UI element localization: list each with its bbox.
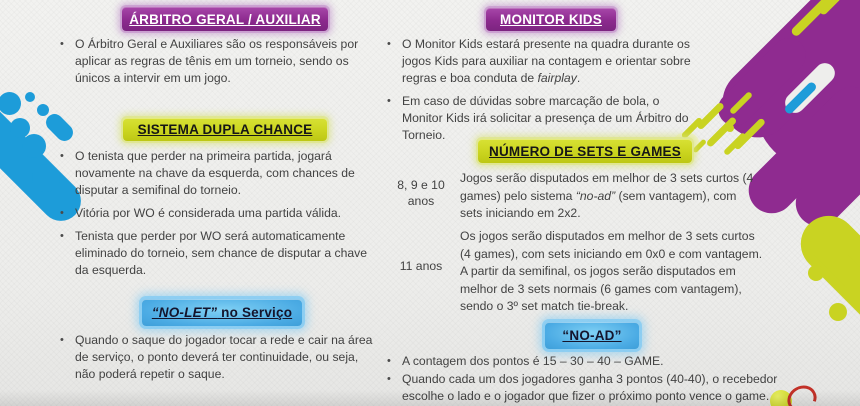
green-dot bbox=[726, 124, 734, 132]
green-splash-dot bbox=[808, 265, 824, 281]
age-group-label-8-9-10: 8, 9 e 10 anos bbox=[397, 178, 445, 208]
section-header-no-ad-label: “NO-AD” bbox=[562, 328, 622, 343]
age-group-rules-11: Os jogos serão disputados em melhor de 3… bbox=[460, 229, 763, 313]
arbitro-bullet-list: • O Árbitro Geral e Auxiliares são os re… bbox=[58, 36, 378, 93]
bullet-marker: • bbox=[387, 373, 391, 385]
section-header-arbitro-label: ÁRBITRO GERAL / AUXILIAR bbox=[129, 11, 321, 27]
section-header-monitor-kids-label: MONITOR KIDS bbox=[500, 12, 602, 27]
age-group-label-11: 11 anos bbox=[399, 259, 443, 273]
list-item: • O Monitor Kids estará presente na quad… bbox=[385, 36, 703, 87]
text-segment: (sem vantagem), com sets iniciando em 2x… bbox=[460, 188, 737, 221]
bullet-text: O tenista que perder na primeira partida… bbox=[75, 149, 355, 197]
bullet-marker: • bbox=[60, 150, 64, 162]
text-segment: Jogos serão disputados em melhor de 3 se… bbox=[460, 171, 754, 203]
section-header-dupla-chance-label: SISTEMA DUPLA CHANCE bbox=[137, 122, 313, 137]
no-let-quoted-part: “NO-LET” bbox=[151, 305, 218, 320]
list-item: • Quando o saque do jogador tocar a rede… bbox=[58, 332, 380, 383]
list-item: • Vitória por WO é considerada uma parti… bbox=[58, 205, 378, 222]
section-header-dupla-chance: SISTEMA DUPLA CHANCE bbox=[123, 118, 327, 141]
no-ad-italic-segment: “no-ad” bbox=[575, 188, 616, 203]
age-group-rules-8-9-10: Jogos serão disputados em melhor de 3 se… bbox=[460, 170, 758, 223]
bullet-marker: • bbox=[60, 230, 64, 242]
green-splash-dot bbox=[829, 303, 847, 321]
section-header-no-let: “NO-LET” no Serviço bbox=[142, 299, 302, 326]
bottom-shadow-decoration bbox=[0, 390, 860, 406]
fairplay-italic-segment: fairplay bbox=[537, 71, 577, 85]
bullet-text: Em caso de dúvidas sobre marcação de bol… bbox=[402, 94, 689, 142]
blue-splash-dot bbox=[22, 134, 46, 158]
list-item: • O tenista que perder na primeira parti… bbox=[58, 148, 378, 199]
bullet-marker: • bbox=[387, 95, 391, 107]
bullet-marker: • bbox=[60, 207, 64, 219]
list-item: • Em caso de dúvidas sobre marcação de b… bbox=[385, 93, 703, 144]
monitor-kids-bullet-list: • O Monitor Kids estará presente na quad… bbox=[385, 36, 703, 150]
bullet-marker: • bbox=[387, 38, 391, 50]
tennis-ball-icon bbox=[770, 390, 792, 406]
list-item: • O Árbitro Geral e Auxiliares são os re… bbox=[58, 36, 378, 87]
text-segment: O Monitor Kids estará presente na quadra… bbox=[402, 37, 691, 85]
list-item: • A contagem dos pontos é 15 – 30 – 40 –… bbox=[385, 353, 809, 370]
section-header-sets-games: NÚMERO DE SETS E GAMES bbox=[478, 139, 692, 163]
bullet-text: A contagem dos pontos é 15 – 30 – 40 – G… bbox=[402, 354, 664, 368]
section-header-no-let-label: “NO-LET” no Serviço bbox=[152, 305, 292, 320]
bullet-marker: • bbox=[60, 334, 64, 346]
bullet-text: Quando cada um dos jogadores ganha 3 pon… bbox=[402, 372, 778, 403]
text-segment: . bbox=[576, 71, 581, 85]
blue-splash-dot bbox=[25, 92, 35, 102]
blue-splash-dot bbox=[10, 118, 30, 138]
no-let-rest-part: no Serviço bbox=[217, 305, 293, 320]
blue-splash-pill bbox=[42, 110, 77, 145]
section-header-no-ad: “NO-AD” bbox=[545, 322, 639, 349]
list-item: • Quando cada um dos jogadores ganha 3 p… bbox=[385, 371, 809, 405]
blue-splash-dot bbox=[37, 104, 49, 116]
list-item: • Tenista que perder por WO será automat… bbox=[58, 228, 378, 279]
section-header-arbitro: ÁRBITRO GERAL / AUXILIAR bbox=[122, 7, 328, 31]
blue-splash-dot bbox=[0, 92, 21, 115]
no-let-bullet-list: • Quando o saque do jogador tocar a rede… bbox=[58, 332, 380, 389]
no-ad-bullet-list: • A contagem dos pontos é 15 – 30 – 40 –… bbox=[385, 353, 809, 406]
bullet-text: O Árbitro Geral e Auxiliares são os resp… bbox=[75, 37, 359, 85]
blue-splash-dot bbox=[32, 164, 60, 192]
dupla-chance-bullet-list: • O tenista que perder na primeira parti… bbox=[58, 148, 378, 285]
bullet-text: Tenista que perder por WO será automatic… bbox=[75, 229, 368, 277]
bullet-marker: • bbox=[387, 355, 391, 367]
bullet-text: O Monitor Kids estará presente na quadra… bbox=[402, 36, 703, 87]
section-header-sets-games-label: NÚMERO DE SETS E GAMES bbox=[489, 143, 681, 159]
bullet-text: Quando o saque do jogador tocar a rede e… bbox=[75, 333, 373, 381]
section-header-monitor-kids: MONITOR KIDS bbox=[486, 8, 616, 31]
bullet-marker: • bbox=[60, 38, 64, 50]
bullet-text: Vitória por WO é considerada uma partida… bbox=[75, 206, 342, 220]
